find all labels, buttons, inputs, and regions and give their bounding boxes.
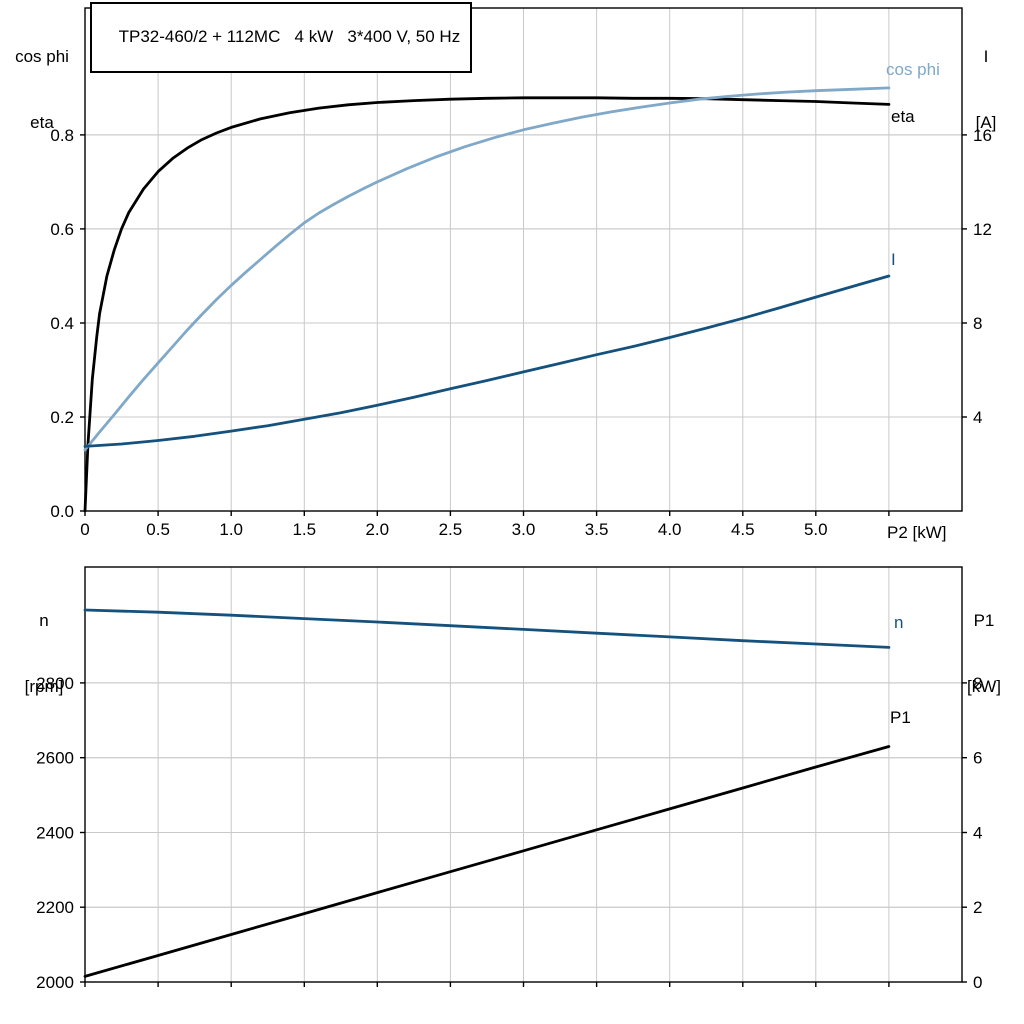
axis-title-speed-unit: [rpm] bbox=[24, 677, 64, 696]
y-tick-label-left: 0.8 bbox=[50, 126, 74, 145]
series-curve-cos-phi bbox=[83, 86, 891, 452]
x-tick-label: 0.5 bbox=[146, 520, 170, 539]
axis-title-p1-unit: [kW] bbox=[967, 677, 1001, 696]
chart-title: TP32-460/2 + 112MC 4 kW 3*400 V, 50 Hz bbox=[118, 27, 461, 46]
curve-label-current: I bbox=[891, 250, 896, 269]
y-tick-label-left: 0.4 bbox=[50, 314, 74, 333]
tick-marks bbox=[80, 134, 967, 516]
y-tick-label-right: 12 bbox=[973, 220, 992, 239]
chart-title-box: TP32-460/2 + 112MC 4 kW 3*400 V, 50 Hz bbox=[90, 2, 473, 73]
y-tick-label-right: 2 bbox=[973, 898, 982, 917]
axis-title-cos-phi: cos phi bbox=[15, 47, 69, 66]
x-tick-label: 3.0 bbox=[512, 520, 536, 539]
y-tick-label-right: 16 bbox=[973, 126, 992, 145]
y-tick-label-right: 6 bbox=[973, 749, 982, 768]
x-tick-label: 1.0 bbox=[219, 520, 243, 539]
axis-title-current-unit: [A] bbox=[975, 113, 997, 132]
top-right-axis-title: I [A] bbox=[956, 2, 1016, 178]
series-curve-P1 bbox=[83, 745, 891, 978]
axis-title-p1: P1 bbox=[973, 611, 995, 630]
y-tick-label-right: 8 bbox=[973, 674, 982, 693]
y-tick-label-left: 2200 bbox=[36, 898, 74, 917]
y-tick-label-right: 0 bbox=[973, 973, 982, 992]
y-tick-label-right: 4 bbox=[973, 824, 982, 843]
x-tick-label: 0 bbox=[80, 520, 89, 539]
axis-title-speed: n bbox=[39, 611, 49, 630]
y-tick-label-left: 0.0 bbox=[50, 502, 74, 521]
y-tick-label-left: 2000 bbox=[36, 973, 74, 992]
curve-label-cos-phi: cos phi bbox=[886, 60, 940, 79]
y-tick-label-left: 2400 bbox=[36, 824, 74, 843]
y-tick-label-left: 0.2 bbox=[50, 408, 74, 427]
gridlines bbox=[85, 567, 962, 982]
series-curve-n bbox=[83, 608, 891, 649]
x-tick-label: 5.0 bbox=[804, 520, 828, 539]
series-curve-I bbox=[83, 274, 891, 448]
axis-title-eta: eta bbox=[30, 113, 54, 132]
top-chart-canvas: 0 0.5 1.0 1.5 2.0 2.5 3.0 3.5 4.0 4.5 5.0 0.0 0.2 0.4… bbox=[50, 7, 992, 539]
x-axis-label-p2: P2 [kW] bbox=[887, 523, 947, 542]
curve-label-eta: eta bbox=[891, 107, 915, 126]
y-tick-label-right: 4 bbox=[973, 408, 982, 427]
x-tick-label: 4.5 bbox=[731, 520, 755, 539]
tick-labels: 0 0.5 1.0 1.5 2.0 2.5 3.0 3.5 4.0 4.5 5.0 0.0 0.2 0.4… bbox=[50, 126, 992, 539]
y-tick-label-left: 0.6 bbox=[50, 220, 74, 239]
x-tick-label: 1.5 bbox=[292, 520, 316, 539]
gridlines bbox=[85, 8, 962, 511]
y-tick-label-left: 2600 bbox=[36, 749, 74, 768]
x-tick-label: 2.0 bbox=[365, 520, 389, 539]
top-left-axis-title: cos phi eta bbox=[4, 2, 80, 178]
axis-title-current: I bbox=[983, 47, 989, 66]
tick-marks bbox=[80, 682, 967, 987]
y-tick-label-right: 8 bbox=[973, 314, 982, 333]
tick-labels: 2000 2200 2400 2600 2800 0 2 4 6 8 bbox=[36, 674, 982, 992]
y-tick-label-left: 2800 bbox=[36, 674, 74, 693]
bottom-right-axis-title: P1 [kW] bbox=[950, 566, 1018, 742]
bottom-chart-canvas: 2000 2200 2400 2600 2800 0 2 4 6 8 bbox=[36, 566, 982, 992]
bottom-left-axis-title: n [rpm] bbox=[8, 566, 80, 742]
x-tick-label: 3.5 bbox=[585, 520, 609, 539]
x-tick-label: 2.5 bbox=[439, 520, 463, 539]
x-tick-label: 4.0 bbox=[658, 520, 682, 539]
curve-label-speed: n bbox=[894, 613, 904, 632]
curve-label-p1: P1 bbox=[890, 708, 911, 727]
series-curve-eta bbox=[83, 96, 891, 513]
